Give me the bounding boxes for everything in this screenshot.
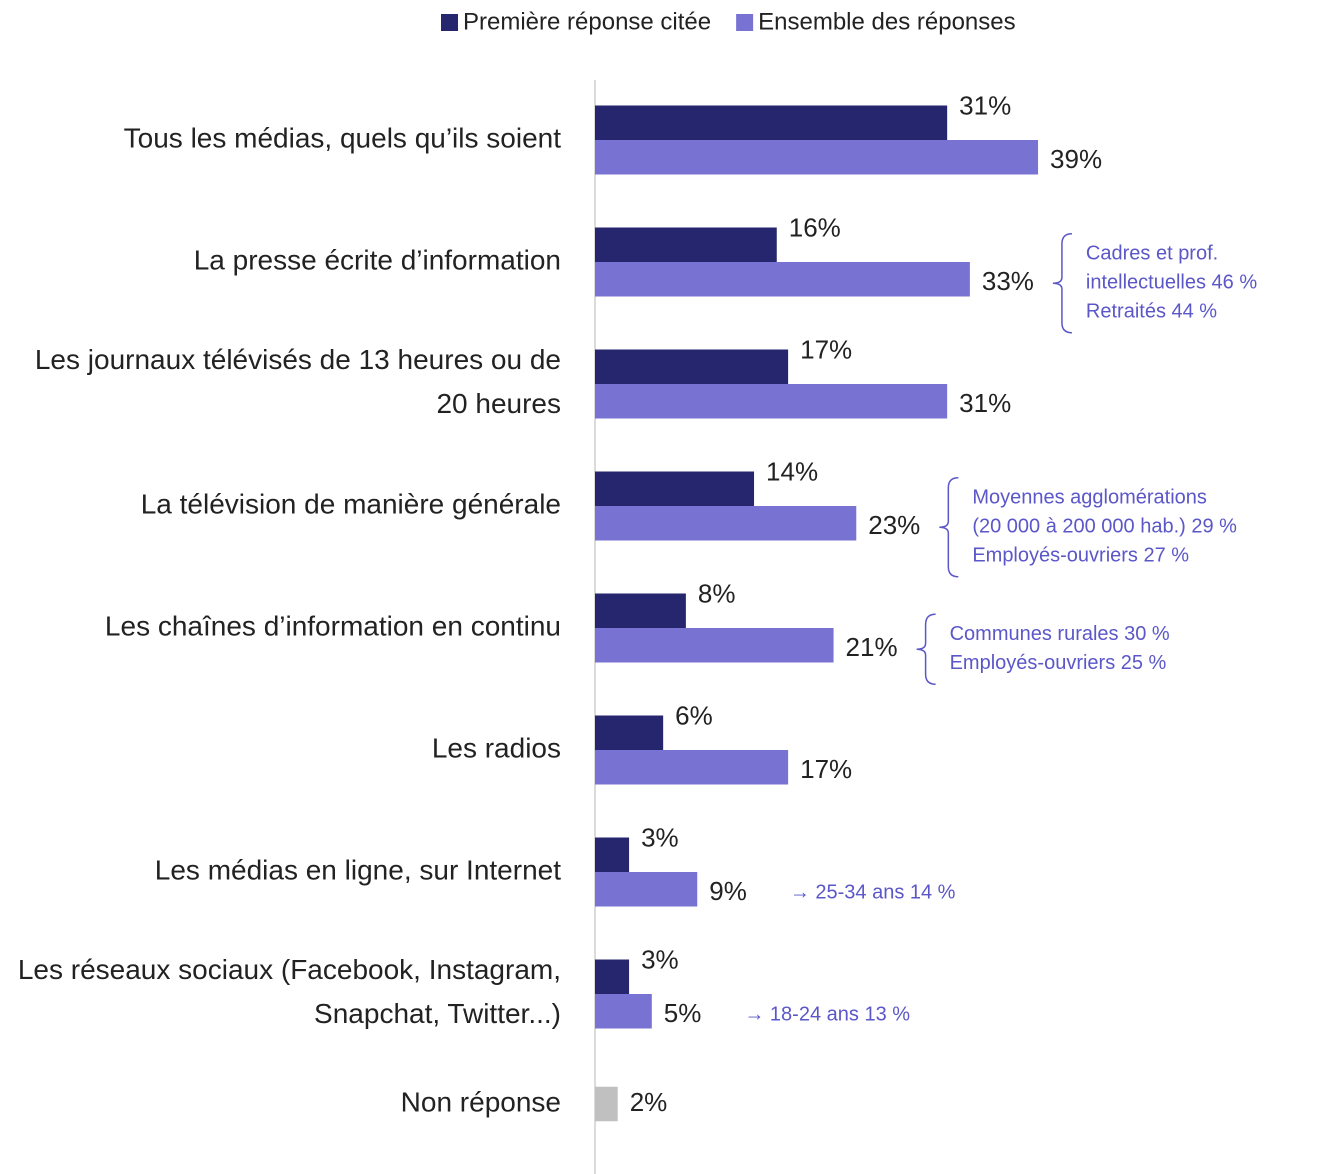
annotation: (20 000 à 200 000 hab.) 29 % (972, 516, 1237, 538)
annotation: Retraités 44 % (1086, 301, 1217, 323)
legend-label: Première réponse citée (463, 8, 711, 35)
value-label: 3% (641, 945, 679, 975)
bar (595, 471, 755, 506)
value-label: 39% (1050, 144, 1102, 174)
annotation: → 25-34 ans 14 % (790, 882, 956, 904)
bar (595, 994, 652, 1029)
annotation: Communes rurales 30 % (950, 623, 1170, 645)
value-label: 21% (846, 632, 898, 662)
legend-swatch (736, 14, 754, 31)
category-label: Les journaux télévisés de 13 heures ou d… (35, 344, 561, 419)
bar (595, 837, 630, 872)
bar (595, 959, 630, 994)
annotation: Moyennes agglomérations (972, 487, 1207, 509)
value-label: 8% (698, 579, 736, 609)
category-label: Tous les médias, quels qu’ils soient (124, 122, 562, 153)
legend-swatch (441, 14, 458, 31)
category-label: La télévision de manière générale (141, 488, 561, 519)
bar (595, 349, 789, 384)
value-label: 31% (959, 388, 1011, 418)
bar (595, 750, 789, 785)
bar (595, 262, 970, 297)
value-label: 31% (959, 91, 1011, 121)
bar (595, 628, 834, 663)
annotation: Employés-ouvriers 25 % (950, 652, 1167, 674)
bar (595, 506, 857, 541)
category-line: Les journaux télévisés de 13 heures ou d… (35, 344, 561, 375)
category-label: La presse écrite d’information (194, 244, 561, 275)
bar (595, 384, 948, 419)
bracket (1052, 233, 1072, 334)
value-label: 5% (664, 998, 702, 1028)
value-label: 16% (789, 213, 841, 243)
value-label: 33% (982, 266, 1034, 296)
annotation: Cadres et prof. (1086, 243, 1218, 265)
bracket (939, 477, 959, 578)
category-line: 20 heures (436, 388, 561, 419)
bar (595, 872, 698, 907)
annotation: Employés-ouvriers 27 % (972, 545, 1189, 567)
bar (595, 227, 777, 262)
value-label: 23% (868, 510, 920, 540)
value-label: 17% (800, 754, 852, 784)
annotation: intellectuelles 46 % (1086, 272, 1257, 294)
category-label: Les médias en ligne, sur Internet (155, 854, 561, 885)
value-label: 17% (800, 335, 852, 365)
category-line: Snapchat, Twitter...) (314, 998, 561, 1029)
category-label: Non réponse (401, 1086, 561, 1117)
bar (595, 105, 948, 140)
category-label: Les chaînes d’information en continu (105, 610, 561, 641)
category-line: Les réseaux sociaux (Facebook, Instagram… (18, 954, 561, 985)
bar (595, 1086, 618, 1122)
category-label: Les radios (432, 732, 561, 763)
bar (595, 593, 686, 628)
value-label: 6% (675, 701, 713, 731)
legend-label: Ensemble des réponses (758, 8, 1015, 35)
bracket (916, 613, 936, 685)
annotation: → 18-24 ans 13 % (744, 1004, 910, 1026)
bar (595, 715, 664, 750)
bar (595, 140, 1039, 175)
value-label: 2% (630, 1087, 668, 1117)
value-label: 9% (709, 876, 747, 906)
value-label: 3% (641, 823, 679, 853)
category-label: Les réseaux sociaux (Facebook, Instagram… (18, 954, 561, 1029)
value-label: 14% (766, 457, 818, 487)
